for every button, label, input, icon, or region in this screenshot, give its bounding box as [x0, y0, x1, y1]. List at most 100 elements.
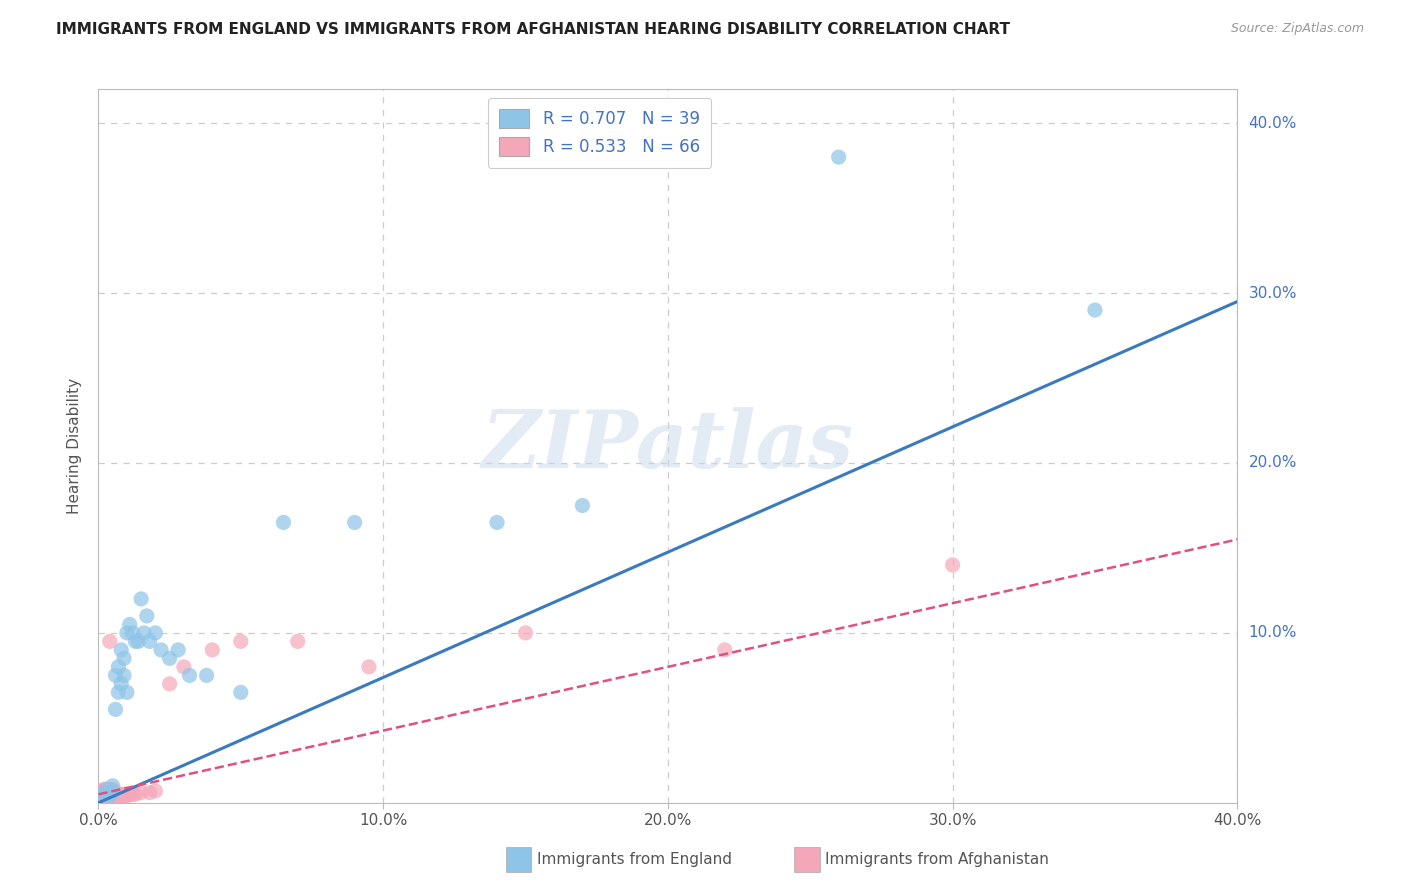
Point — [571, 499, 593, 513]
Text: 20.0%: 20.0% — [1249, 456, 1296, 470]
Point — [90, 789, 112, 803]
Point — [101, 787, 124, 801]
Point — [96, 790, 118, 805]
Point — [98, 784, 121, 798]
Point — [93, 789, 115, 803]
Point — [138, 634, 160, 648]
Point — [110, 789, 132, 803]
Point — [96, 787, 118, 801]
Point — [112, 789, 135, 803]
Point — [129, 786, 152, 800]
Point — [96, 789, 118, 803]
Point — [828, 150, 851, 164]
Point — [93, 790, 115, 805]
Point — [121, 787, 143, 801]
Point — [93, 790, 115, 805]
Point — [101, 786, 124, 800]
Point — [229, 685, 252, 699]
Point — [93, 782, 115, 797]
Point — [112, 651, 135, 665]
Point — [96, 782, 118, 797]
Point — [96, 787, 118, 801]
Point — [98, 792, 121, 806]
Y-axis label: Hearing Disability: Hearing Disability — [67, 378, 83, 514]
Point — [90, 792, 112, 806]
Point — [145, 626, 167, 640]
Point — [96, 789, 118, 803]
Point — [98, 789, 121, 803]
Point — [101, 784, 124, 798]
Point — [515, 626, 537, 640]
Point — [101, 786, 124, 800]
Point — [93, 792, 115, 806]
Point — [104, 786, 127, 800]
Point — [98, 787, 121, 801]
Point — [101, 792, 124, 806]
Point — [115, 685, 138, 699]
Point — [229, 634, 252, 648]
Point — [167, 643, 190, 657]
Text: ZIPatlas: ZIPatlas — [482, 408, 853, 484]
Point — [93, 789, 115, 803]
Point — [110, 677, 132, 691]
Point — [159, 677, 181, 691]
Point — [159, 651, 181, 665]
Point — [104, 668, 127, 682]
Text: 40.0%: 40.0% — [1249, 116, 1296, 131]
Point — [112, 668, 135, 682]
Point — [98, 634, 121, 648]
Text: 10.0%: 10.0% — [1249, 625, 1296, 640]
Point — [101, 789, 124, 803]
Point — [107, 660, 129, 674]
Point — [107, 787, 129, 801]
Point — [273, 516, 295, 530]
Point — [357, 660, 380, 674]
Point — [714, 643, 737, 657]
Point — [93, 787, 115, 801]
Point — [101, 790, 124, 805]
Point — [90, 784, 112, 798]
Point — [112, 787, 135, 801]
Point — [124, 787, 146, 801]
Point — [201, 643, 224, 657]
Point — [132, 626, 155, 640]
Legend: R = 0.707   N = 39, R = 0.533   N = 66: R = 0.707 N = 39, R = 0.533 N = 66 — [488, 97, 711, 168]
Point — [98, 786, 121, 800]
Point — [107, 790, 129, 805]
Point — [110, 790, 132, 805]
Point — [104, 790, 127, 805]
Point — [118, 787, 141, 801]
Point — [93, 787, 115, 801]
Point — [101, 779, 124, 793]
Point — [90, 790, 112, 805]
Point — [138, 786, 160, 800]
Point — [101, 782, 124, 797]
Point — [179, 668, 201, 682]
Point — [110, 787, 132, 801]
Text: 30.0%: 30.0% — [1249, 285, 1296, 301]
Point — [104, 787, 127, 801]
Point — [127, 634, 149, 648]
Point — [118, 617, 141, 632]
Point — [104, 702, 127, 716]
Point — [115, 626, 138, 640]
Point — [98, 789, 121, 803]
Point — [343, 516, 366, 530]
Point — [93, 792, 115, 806]
Point — [121, 626, 143, 640]
Point — [115, 787, 138, 801]
Text: Immigrants from England: Immigrants from England — [537, 853, 733, 867]
Point — [96, 787, 118, 801]
Point — [486, 516, 509, 530]
Point — [135, 608, 157, 623]
Point — [107, 685, 129, 699]
Point — [115, 789, 138, 803]
Point — [93, 786, 115, 800]
Point — [90, 787, 112, 801]
Text: Immigrants from Afghanistan: Immigrants from Afghanistan — [825, 853, 1049, 867]
Point — [96, 786, 118, 800]
Point — [96, 792, 118, 806]
Point — [107, 789, 129, 803]
Point — [124, 634, 146, 648]
Text: Source: ZipAtlas.com: Source: ZipAtlas.com — [1230, 22, 1364, 36]
